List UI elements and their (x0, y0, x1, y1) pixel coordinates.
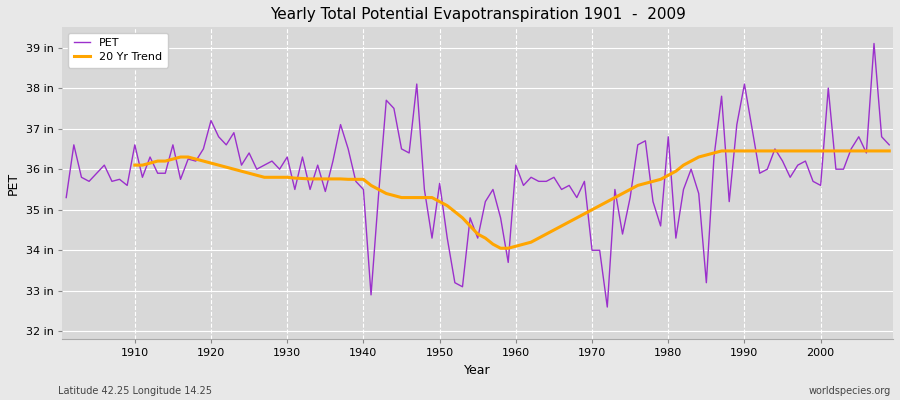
PET (609, 187, 620, 192)
20 Yr Trend (130, 163, 140, 168)
20 Yr Trend (838, 148, 849, 153)
PET (884, 142, 895, 147)
PET (503, 260, 514, 265)
20 Yr Trend (861, 148, 872, 153)
Line: PET: PET (67, 44, 889, 307)
20 Yr Trend (495, 246, 506, 251)
PET (290, 187, 301, 192)
PET (122, 183, 132, 188)
PET (602, 305, 613, 310)
Legend: PET, 20 Yr Trend: PET, 20 Yr Trend (68, 33, 167, 68)
20 Yr Trend (587, 207, 598, 212)
Line: 20 Yr Trend: 20 Yr Trend (135, 151, 889, 248)
20 Yr Trend (716, 148, 727, 153)
20 Yr Trend (526, 240, 536, 244)
PET (61, 195, 72, 200)
Y-axis label: PET: PET (7, 172, 20, 195)
Text: Latitude 42.25 Longitude 14.25: Latitude 42.25 Longitude 14.25 (58, 386, 212, 396)
Title: Yearly Total Potential Evapotranspiration 1901  -  2009: Yearly Total Potential Evapotranspiratio… (270, 7, 686, 22)
20 Yr Trend (274, 175, 285, 180)
20 Yr Trend (305, 176, 316, 181)
PET (335, 122, 346, 127)
X-axis label: Year: Year (464, 364, 491, 377)
20 Yr Trend (884, 148, 895, 153)
PET (510, 163, 521, 168)
PET (868, 41, 879, 46)
Text: worldspecies.org: worldspecies.org (809, 386, 891, 396)
